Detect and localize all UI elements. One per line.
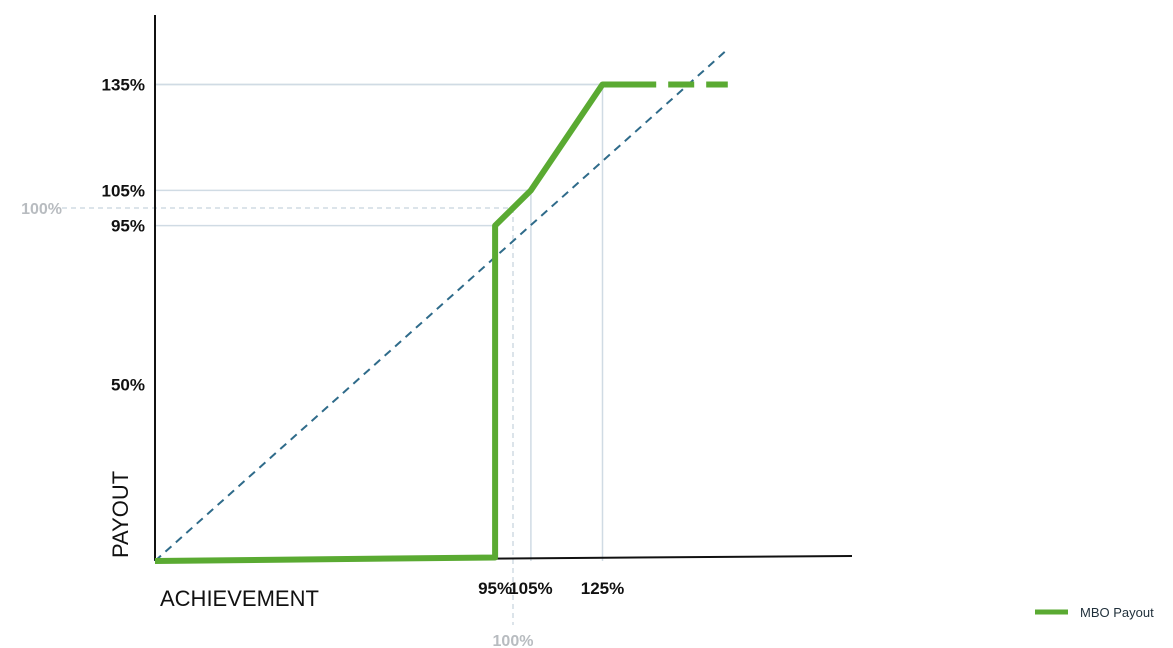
reference-line [154, 48, 729, 562]
y-tick-label: 95% [111, 217, 145, 236]
x-axis-title: ACHIEVEMENT [160, 586, 319, 611]
guide-lines [62, 83, 657, 625]
series [154, 81, 728, 564]
legend-label: MBO Payout [1080, 605, 1154, 620]
y-axis-title: PAYOUT [108, 471, 133, 558]
x-tick-label: 95% [478, 579, 512, 598]
x-tick-label: 105% [509, 579, 552, 598]
axes [154, 15, 853, 562]
y-tick-label: 135% [102, 75, 145, 94]
y-reference-tick-label: 100% [21, 201, 62, 218]
series-line-mbo-payout [154, 81, 657, 564]
legend: MBO Payout [1035, 605, 1154, 620]
x-reference-tick-label: 100% [493, 633, 534, 648]
tick-labels: 95%105% 125%100%50%95%105%135%100% [21, 75, 624, 648]
reference-diagonal-line [154, 48, 729, 562]
y-tick-label: 50% [111, 376, 145, 395]
x-tick-label: 125% [581, 579, 624, 598]
y-tick-label: 105% [102, 181, 145, 200]
